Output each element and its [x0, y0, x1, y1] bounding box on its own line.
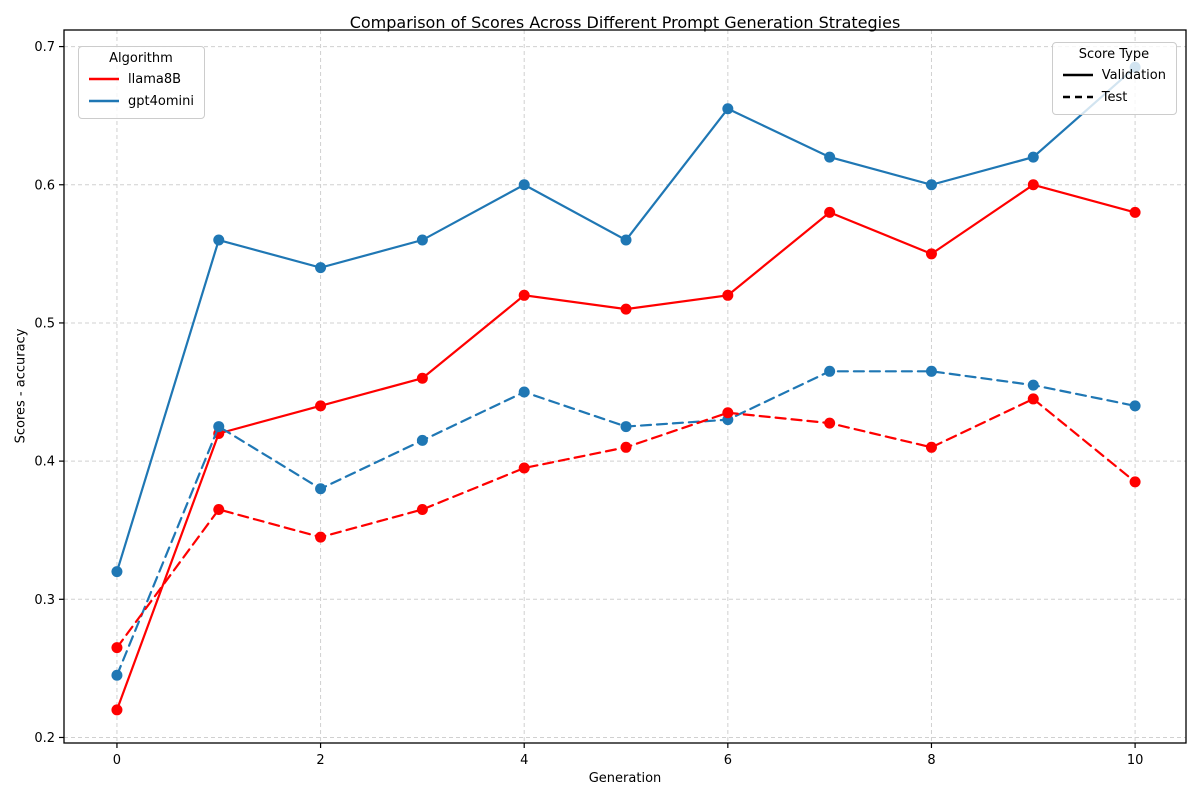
- legend-algorithm-title: Algorithm: [109, 51, 173, 66]
- data-point-gpt4omini-test-gen7: [824, 365, 836, 377]
- legend-score-type-title: Score Type: [1078, 47, 1150, 62]
- legend-label: Validation: [1101, 67, 1166, 83]
- legend-entry-gpt4omini: gpt4omini: [88, 90, 194, 112]
- axes-box: [63, 29, 1187, 744]
- data-point-llama8b-test-gen3: [416, 503, 428, 515]
- y-axis-label: Scores - accuracy: [13, 328, 29, 444]
- y-tick-label: 0.7: [34, 40, 55, 55]
- data-point-llama8b-validation-gen5: [620, 303, 632, 315]
- x-axis-label: Generation: [588, 771, 662, 786]
- data-point-gpt4omini-test-gen8: [925, 365, 937, 377]
- y-tick-label: 0.2: [34, 731, 55, 746]
- data-point-llama8b-test-gen5: [620, 441, 632, 453]
- data-point-gpt4omini-validation-gen1: [213, 234, 225, 246]
- data-point-gpt4omini-test-gen9: [1027, 379, 1039, 391]
- data-point-llama8b-validation-gen8: [925, 248, 937, 260]
- y-tick-label: 0.5: [34, 316, 55, 331]
- data-point-gpt4omini-test-gen5: [620, 421, 632, 433]
- data-point-llama8b-test-gen2: [315, 531, 327, 543]
- data-point-llama8b-test-gen0: [111, 642, 123, 654]
- data-point-gpt4omini-test-gen0: [111, 669, 123, 681]
- data-point-llama8b-validation-gen0: [111, 704, 123, 716]
- x-tick-label: 6: [724, 753, 732, 768]
- x-tick-label: 0: [113, 753, 121, 768]
- data-point-llama8b-test-gen8: [925, 441, 937, 453]
- legend-label: gpt4omini: [128, 93, 194, 109]
- data-point-gpt4omini-validation-gen7: [824, 151, 836, 163]
- data-point-gpt4omini-validation-gen0: [111, 566, 123, 578]
- x-tick-label: 4: [520, 753, 528, 768]
- legend-line-sample-test: [1062, 95, 1093, 99]
- data-point-gpt4omini-validation-gen8: [925, 179, 937, 191]
- legend-entry-llama8b: llama8B: [88, 68, 194, 90]
- legend-entry-validation: Validation: [1062, 64, 1166, 86]
- data-point-gpt4omini-test-gen4: [518, 386, 530, 398]
- legend-algorithm-entries: llama8B gpt4omini: [88, 68, 194, 112]
- y-tick-label: 0.6: [34, 178, 55, 193]
- legend-entry-test: Test: [1062, 86, 1166, 108]
- series-line-gpt4omini-validation: [115, 66, 1137, 573]
- data-point-gpt4omini-validation-gen5: [620, 234, 632, 246]
- legend-label: Test: [1101, 89, 1128, 105]
- legend-algorithm: Algorithm llama8B gpt4omini: [78, 46, 205, 119]
- legend-line-sample-llama8b: [89, 77, 119, 81]
- data-point-gpt4omini-test-gen3: [416, 434, 428, 446]
- legend-score-type-entries: Validation Test: [1062, 64, 1166, 108]
- data-point-gpt4omini-test-gen10: [1129, 400, 1141, 412]
- data-point-gpt4omini-validation-gen2: [315, 262, 327, 274]
- data-point-gpt4omini-validation-gen4: [518, 179, 530, 191]
- data-point-llama8b-validation-gen6: [722, 289, 734, 301]
- data-point-gpt4omini-validation-gen6: [722, 103, 734, 115]
- y-tick-label: 0.3: [34, 593, 55, 608]
- data-point-gpt4omini-test-gen2: [315, 483, 327, 495]
- legend-score-type: Score Type Validation Test: [1051, 42, 1177, 115]
- data-point-llama8b-test-gen7: [824, 417, 836, 429]
- data-point-gpt4omini-test-gen1: [213, 421, 225, 433]
- data-point-gpt4omini-validation-gen3: [416, 234, 428, 246]
- legend-line-sample-gpt4omini: [89, 99, 119, 103]
- series-line-llama8b-test: [115, 397, 1137, 649]
- data-point-llama8b-test-gen10: [1129, 476, 1141, 488]
- data-point-llama8b-validation-gen3: [416, 372, 428, 384]
- data-point-llama8b-test-gen1: [213, 503, 225, 515]
- data-point-llama8b-validation-gen2: [315, 400, 327, 412]
- data-point-gpt4omini-validation-gen9: [1027, 151, 1039, 163]
- legend-line-sample-validation: [1062, 73, 1093, 77]
- chart-title: Comparison of Scores Across Different Pr…: [349, 13, 901, 32]
- data-point-llama8b-validation-gen7: [824, 206, 836, 218]
- data-point-llama8b-test-gen9: [1027, 393, 1039, 405]
- data-point-llama8b-test-gen6: [722, 407, 734, 419]
- x-tick-label: 2: [316, 753, 324, 768]
- data-point-llama8b-validation-gen9: [1027, 179, 1039, 191]
- data-point-llama8b-test-gen4: [518, 462, 530, 474]
- legend-label: llama8B: [128, 71, 182, 87]
- y-tick-label: 0.4: [34, 455, 55, 470]
- data-point-llama8b-validation-gen10: [1129, 206, 1141, 218]
- x-tick-label: 10: [1127, 753, 1144, 768]
- x-tick-label: 8: [927, 753, 935, 768]
- data-point-llama8b-validation-gen4: [518, 289, 530, 301]
